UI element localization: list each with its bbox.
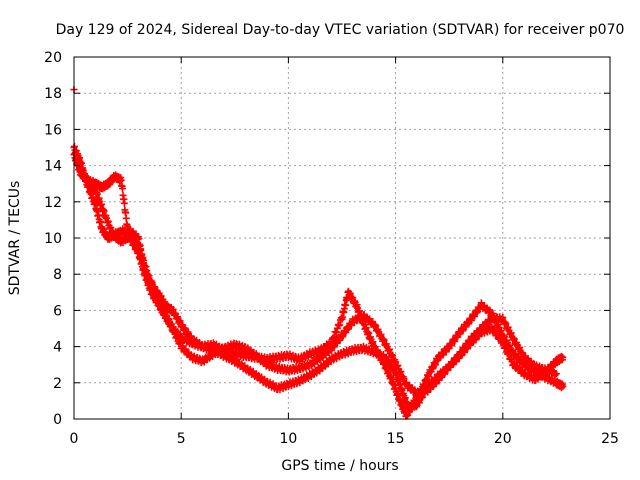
y-tick-label: 4 (53, 340, 62, 356)
x-tick-label: 20 (494, 431, 512, 447)
data-marks (70, 86, 567, 420)
x-tick-label: 25 (601, 431, 619, 447)
data-point (120, 199, 128, 207)
y-tick-label: 2 (53, 376, 62, 392)
y-tick-label: 10 (44, 231, 62, 247)
y-axis-title: SDTVAR / TECUs (7, 181, 23, 296)
data-point (559, 382, 567, 390)
series-track-a (70, 142, 567, 420)
x-axis-title: GPS time / hours (281, 458, 398, 474)
y-tick-label: 16 (44, 122, 62, 138)
y-tick-label: 6 (53, 303, 62, 319)
grid (74, 57, 610, 419)
y-tick-label: 12 (44, 195, 62, 211)
data-point (559, 353, 567, 361)
y-tick-label: 0 (53, 412, 62, 428)
x-tick-label: 15 (387, 431, 405, 447)
data-point (552, 370, 560, 378)
x-tick-label: 5 (177, 431, 186, 447)
axis-ticks: 0 5 10 15 20 25 0 2 4 6 8 10 12 14 16 18 20 (44, 50, 619, 447)
y-tick-label: 14 (44, 159, 62, 175)
chart-title: Day 129 of 2024, Sidereal Day-to-day VTE… (56, 22, 625, 38)
data-point (119, 185, 127, 193)
series-track-c (74, 160, 560, 399)
x-tick-label: 10 (279, 431, 297, 447)
y-tick-label: 20 (44, 50, 62, 66)
y-tick-label: 8 (53, 267, 62, 283)
y-tick-label: 18 (44, 86, 62, 102)
x-tick-label: 0 (70, 431, 79, 447)
